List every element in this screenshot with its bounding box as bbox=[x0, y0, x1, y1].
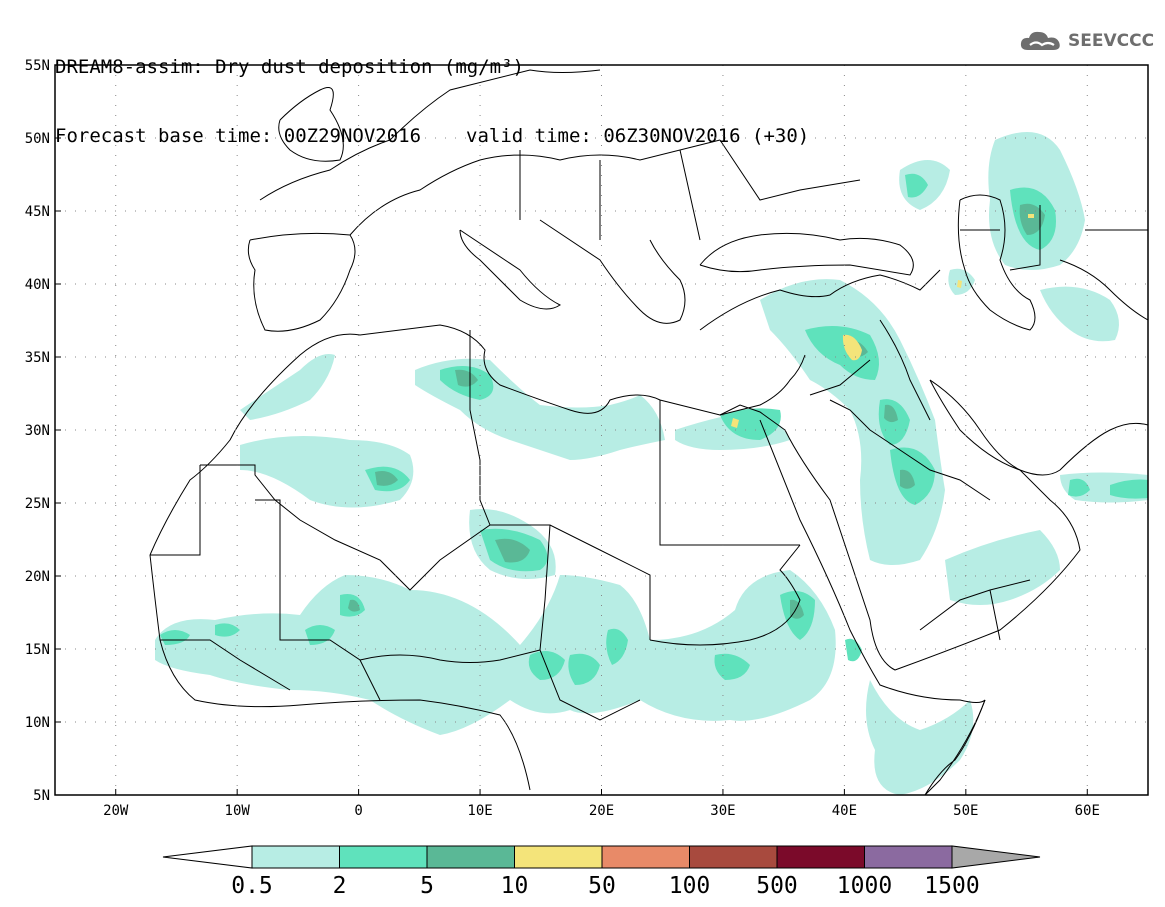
title-block: DREAM8-assim: Dry dust deposition (mg/m³… bbox=[55, 10, 809, 171]
lat-tick-label: 40N bbox=[25, 277, 50, 293]
lon-tick-label: 30E bbox=[710, 803, 735, 819]
colorbar-swatch bbox=[514, 845, 603, 869]
colorbar-swatch bbox=[864, 845, 953, 869]
border-sudan-chad bbox=[539, 524, 641, 721]
colorbar-label: 10 bbox=[501, 873, 529, 899]
border-nigeria-niger bbox=[359, 649, 541, 663]
border-sudan bbox=[649, 544, 801, 646]
contour-0p5 bbox=[155, 132, 1148, 795]
border-europe bbox=[349, 139, 861, 241]
lon-tick-label: 10E bbox=[467, 803, 492, 819]
colorbar-label: 1500 bbox=[924, 873, 979, 899]
coastline-balkans bbox=[539, 219, 686, 324]
border-caucasus bbox=[960, 205, 1041, 271]
lat-tick-label: 45N bbox=[25, 204, 50, 220]
border-nile-delta bbox=[719, 404, 786, 431]
lat-tick-label: 25N bbox=[25, 496, 50, 512]
lat-tick-label: 50N bbox=[25, 131, 50, 147]
lon-tick-label: 0 bbox=[354, 803, 362, 819]
colorbar-swatch bbox=[339, 845, 428, 869]
contour-2 bbox=[160, 173, 1148, 685]
lat-tick-label: 15N bbox=[25, 642, 50, 658]
logo-text: SEEVCCC bbox=[1068, 31, 1155, 51]
coastline-turkey bbox=[699, 269, 941, 331]
colorbar-label: 2 bbox=[333, 873, 347, 899]
border-iraq-iran bbox=[809, 319, 931, 421]
lon-tick-label: 20E bbox=[589, 803, 614, 819]
coastline-arabia bbox=[784, 379, 1081, 671]
border-west-africa bbox=[160, 639, 381, 701]
title-line1: DREAM8-assim: Dry dust deposition (mg/m³… bbox=[55, 56, 524, 78]
valid-time: valid time: 06Z30NOV2016 (+30) bbox=[466, 125, 810, 147]
lon-tick-label: 40E bbox=[832, 803, 857, 819]
coastline-black-sea bbox=[699, 232, 914, 276]
cloud-logo-icon bbox=[1020, 31, 1060, 50]
lat-tick-label: 35N bbox=[25, 350, 50, 366]
lat-tick-label: 5N bbox=[33, 788, 50, 804]
coastline-gulf bbox=[929, 379, 1148, 476]
axis-ticks: 20W 10W 0 10E 20E 30E 40E 50E 60E 55N 50N 45N 40N 35N… bbox=[25, 58, 1100, 819]
coastline-uk bbox=[278, 87, 344, 162]
lon-tick-label: 60E bbox=[1075, 803, 1100, 819]
contour-5 bbox=[348, 203, 1045, 619]
contour-10 bbox=[731, 214, 1034, 428]
border-arabia-interior bbox=[829, 399, 1031, 641]
lat-tick-label: 55N bbox=[25, 58, 50, 74]
colorbar-label: 5 bbox=[420, 873, 434, 899]
grid-lines bbox=[55, 65, 1148, 795]
lat-tick-label: 20N bbox=[25, 569, 50, 585]
coastlines-and-borders bbox=[149, 69, 1148, 795]
deposition-shading bbox=[155, 132, 1148, 795]
lat-tick-label: 30N bbox=[25, 423, 50, 439]
coastline-somalia bbox=[924, 699, 986, 795]
colorbar-extend-high bbox=[951, 845, 1041, 869]
border-mauritania-mali bbox=[150, 465, 290, 641]
colorbar-label: 1000 bbox=[837, 873, 892, 899]
colorbar-extend-low bbox=[162, 845, 253, 869]
coastline-caspian bbox=[957, 194, 1036, 331]
coastline-italy bbox=[459, 229, 561, 310]
border-central-asia bbox=[1059, 229, 1148, 321]
lat-tick-label: 10N bbox=[25, 715, 50, 731]
border-sahara bbox=[200, 464, 651, 640]
colorbar-label: 50 bbox=[588, 873, 616, 899]
colorbar-label: 0.5 bbox=[231, 873, 273, 899]
colorbar-label: 100 bbox=[669, 873, 711, 899]
border-libya-egypt bbox=[659, 400, 800, 546]
lon-tick-label: 50E bbox=[953, 803, 978, 819]
coastline-iberia bbox=[247, 232, 356, 332]
colorbar-swatch bbox=[776, 845, 865, 869]
colorbar-swatch bbox=[251, 845, 340, 869]
lon-tick-label: 20W bbox=[103, 803, 129, 819]
coastline-europe-north bbox=[259, 69, 601, 201]
colorbar-swatch bbox=[689, 845, 778, 869]
colorbar: 0.5 2 5 10 50 100 500 1000 1500 bbox=[162, 845, 1041, 899]
colorbar-label: 500 bbox=[756, 873, 798, 899]
lon-tick-label: 10W bbox=[225, 803, 251, 819]
border-algeria-libya bbox=[469, 330, 491, 526]
colorbar-swatch bbox=[601, 845, 690, 869]
coastline-west-africa bbox=[149, 324, 806, 556]
colorbar-swatch bbox=[426, 845, 515, 869]
seevccc-logo: SEEVCCC bbox=[1018, 28, 1154, 54]
